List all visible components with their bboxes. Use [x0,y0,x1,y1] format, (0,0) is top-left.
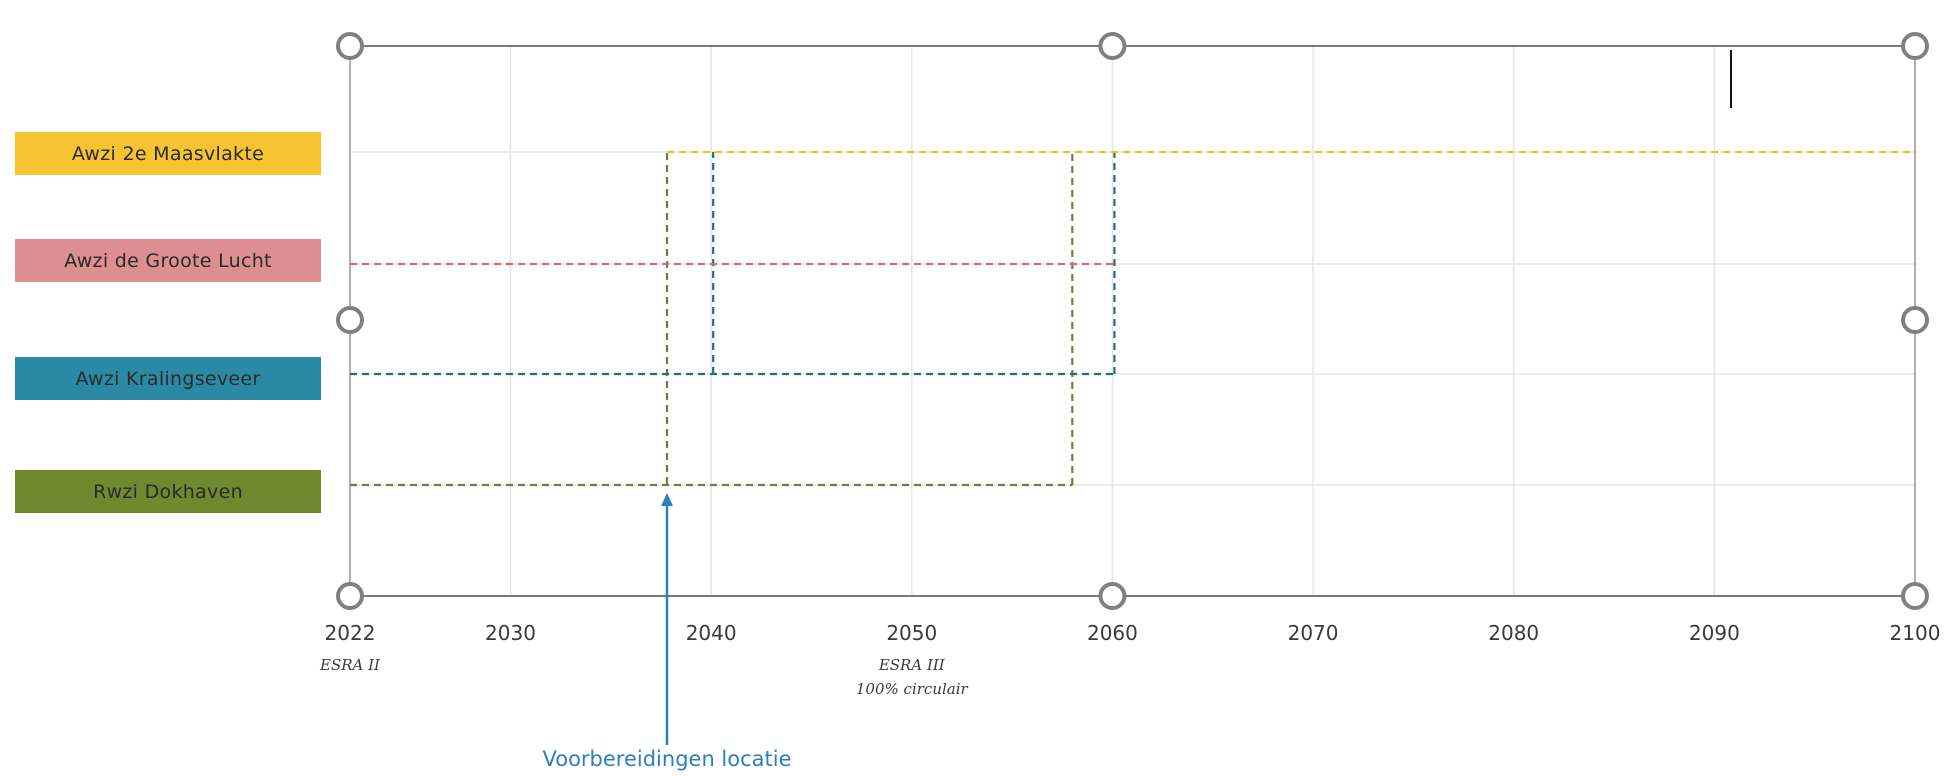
milestone-0-line-0: ESRA II [319,656,381,674]
resize-handle-5[interactable] [336,582,364,610]
row-label-0: Awzi 2e Maasvlakte [15,132,321,175]
milestone-1-line-0: ESRA III [878,656,946,674]
x-tick-label-3: 2050 [886,621,937,645]
resize-handle-1[interactable] [1098,32,1127,60]
x-tick-label-6: 2080 [1488,621,1539,645]
resize-handle-6[interactable] [1098,582,1127,610]
row-label-text-3: Rwzi Dokhaven [93,480,243,503]
row-label-text-2: Awzi Kralingseveer [75,367,261,390]
x-tick-label-8: 2100 [1890,621,1941,645]
x-tick-label-1: 2030 [485,621,536,645]
chart-frame [349,45,1916,597]
x-tick-label-5: 2070 [1288,621,1339,645]
row-label-2: Awzi Kralingseveer [15,357,321,400]
row-label-text-1: Awzi de Groote Lucht [64,249,272,272]
annotation-label-0: Voorbereidingen locatie [542,747,791,771]
row-label-3: Rwzi Dokhaven [15,470,321,513]
row-label-1: Awzi de Groote Lucht [15,239,321,282]
x-axis-ticks: 2022 2030 2040 2050 2060 2070 2080 2090 2100 [325,621,1941,645]
resize-handle-4[interactable] [1901,306,1929,334]
row-label-text-0: Awzi 2e Maasvlakte [71,142,265,165]
milestones: ESRA II ESRA III 100% circulair [319,656,969,698]
annotations: Voorbereidingen locatie [542,493,792,771]
x-tick-label-4: 2060 [1087,621,1138,645]
annotation-arrow-head-0 [661,493,674,506]
resize-handle-2[interactable] [1901,32,1929,60]
resize-handle-7[interactable] [1901,582,1929,610]
x-tick-label-7: 2090 [1689,621,1740,645]
flow-lines [350,150,1915,487]
grid [349,46,1916,596]
x-tick-label-0: 2022 [325,621,376,645]
milestone-1-line-1: 100% circulair [856,680,969,698]
resize-handle-3[interactable] [336,306,364,334]
x-tick-label-2: 2040 [686,621,737,645]
resize-handle-0[interactable] [336,32,364,60]
selection-handles[interactable] [336,32,1929,610]
